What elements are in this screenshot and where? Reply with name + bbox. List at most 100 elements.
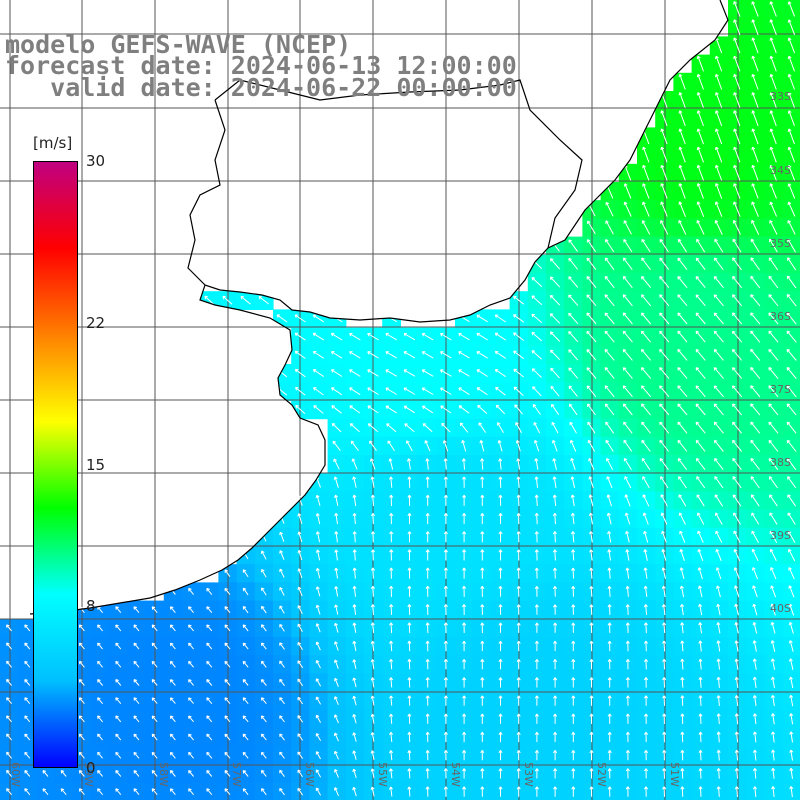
wind-arrow	[771, 786, 776, 798]
wind-arrow	[133, 679, 140, 686]
wind-arrow	[625, 567, 630, 579]
wind-arrow	[169, 751, 176, 759]
wind-arrow	[425, 713, 430, 724]
wind-arrow	[349, 332, 361, 341]
wind-arrow	[715, 146, 723, 163]
wind-arrow	[659, 348, 670, 361]
wind-arrow	[387, 440, 395, 452]
wind-arrow	[242, 770, 249, 777]
wind-arrow	[334, 787, 339, 797]
wind-arrow	[769, 92, 777, 108]
wind-arrow	[534, 659, 539, 670]
wind-arrow	[513, 386, 524, 396]
wind-arrow	[439, 369, 452, 377]
wind-arrow	[660, 110, 668, 127]
wind-arrow	[534, 622, 539, 633]
wind-arrow	[732, 294, 743, 307]
wind-arrow	[516, 731, 521, 743]
wind-arrow	[24, 679, 31, 686]
wind-arrow	[680, 749, 685, 761]
wind-arrow	[677, 367, 688, 379]
wind-arrow	[751, 201, 759, 217]
wind-arrow	[494, 350, 507, 359]
wind-arrow	[698, 713, 703, 725]
wind-arrow	[403, 405, 416, 414]
wind-arrow	[786, 367, 797, 380]
wind-arrow	[752, 749, 757, 761]
wind-arrow	[115, 679, 122, 686]
wind-arrow	[768, 385, 779, 398]
wind-arrow	[549, 331, 561, 342]
colorbar	[33, 161, 78, 768]
wind-arrow	[315, 531, 321, 543]
wind-arrow	[115, 697, 122, 705]
wind-arrow	[697, 549, 704, 561]
wind-arrow	[407, 786, 412, 797]
wind-arrow	[295, 404, 306, 414]
wind-arrow	[151, 624, 158, 632]
wind-arrow	[662, 768, 667, 779]
wind-arrow	[750, 367, 761, 380]
wind-arrow	[714, 476, 724, 489]
wind-arrow	[733, 164, 741, 181]
wind-arrow	[331, 405, 342, 414]
wind-arrow	[695, 312, 706, 325]
wind-arrow	[732, 275, 742, 289]
wind-arrow	[768, 458, 779, 471]
wind-arrow	[497, 440, 503, 452]
wind-arrow	[534, 731, 539, 743]
wind-arrow	[498, 585, 503, 597]
wind-arrow	[476, 387, 488, 396]
wind-arrow	[458, 369, 470, 377]
wind-arrow	[480, 476, 485, 488]
wind-arrow	[553, 750, 558, 761]
wind-arrow	[553, 786, 558, 797]
wind-arrow	[315, 751, 322, 760]
wind-arrow	[625, 585, 630, 597]
wind-arrow	[752, 786, 757, 797]
wind-arrow	[769, 183, 777, 199]
wind-arrow	[789, 786, 794, 798]
wind-arrow	[751, 110, 759, 127]
wind-arrow	[531, 295, 543, 306]
wind-arrow	[352, 622, 357, 633]
wind-arrow	[733, 19, 741, 36]
wind-arrow	[769, 238, 778, 253]
wind-arrow	[734, 585, 740, 598]
wind-arrow	[751, 146, 759, 163]
wind-arrow	[407, 750, 412, 761]
wind-arrow	[625, 731, 630, 743]
wind-arrow	[279, 623, 285, 632]
wind-arrow	[769, 220, 778, 235]
wind-arrow	[169, 642, 176, 650]
wind-arrow	[768, 312, 779, 325]
wind-arrow	[586, 385, 597, 398]
wind-arrow	[607, 530, 612, 543]
colorbar-tick-label: 30	[86, 152, 106, 170]
wind-arrow	[679, 549, 685, 561]
wind-arrow	[641, 348, 652, 361]
wind-arrow	[786, 294, 797, 307]
wind-arrow	[531, 258, 543, 270]
wind-arrow	[389, 677, 394, 688]
wind-arrow	[677, 257, 688, 271]
wind-arrow	[604, 348, 615, 361]
wind-arrow	[695, 403, 706, 416]
wind-arrow	[6, 788, 12, 796]
wind-arrow	[786, 312, 797, 325]
wind-arrow	[224, 697, 231, 705]
wind-arrow	[222, 295, 233, 305]
wind-arrow	[151, 642, 158, 650]
wind-arrow	[734, 640, 739, 652]
wind-arrow	[643, 585, 648, 597]
wind-arrow	[549, 313, 561, 324]
wind-arrow	[588, 476, 594, 489]
wind-arrow	[480, 786, 485, 797]
wind-arrow	[534, 713, 539, 724]
wind-arrow	[260, 733, 267, 741]
wind-arrow	[476, 332, 488, 341]
wind-arrow	[678, 164, 686, 181]
wind-arrow	[169, 660, 176, 668]
wind-arrow	[789, 713, 794, 725]
